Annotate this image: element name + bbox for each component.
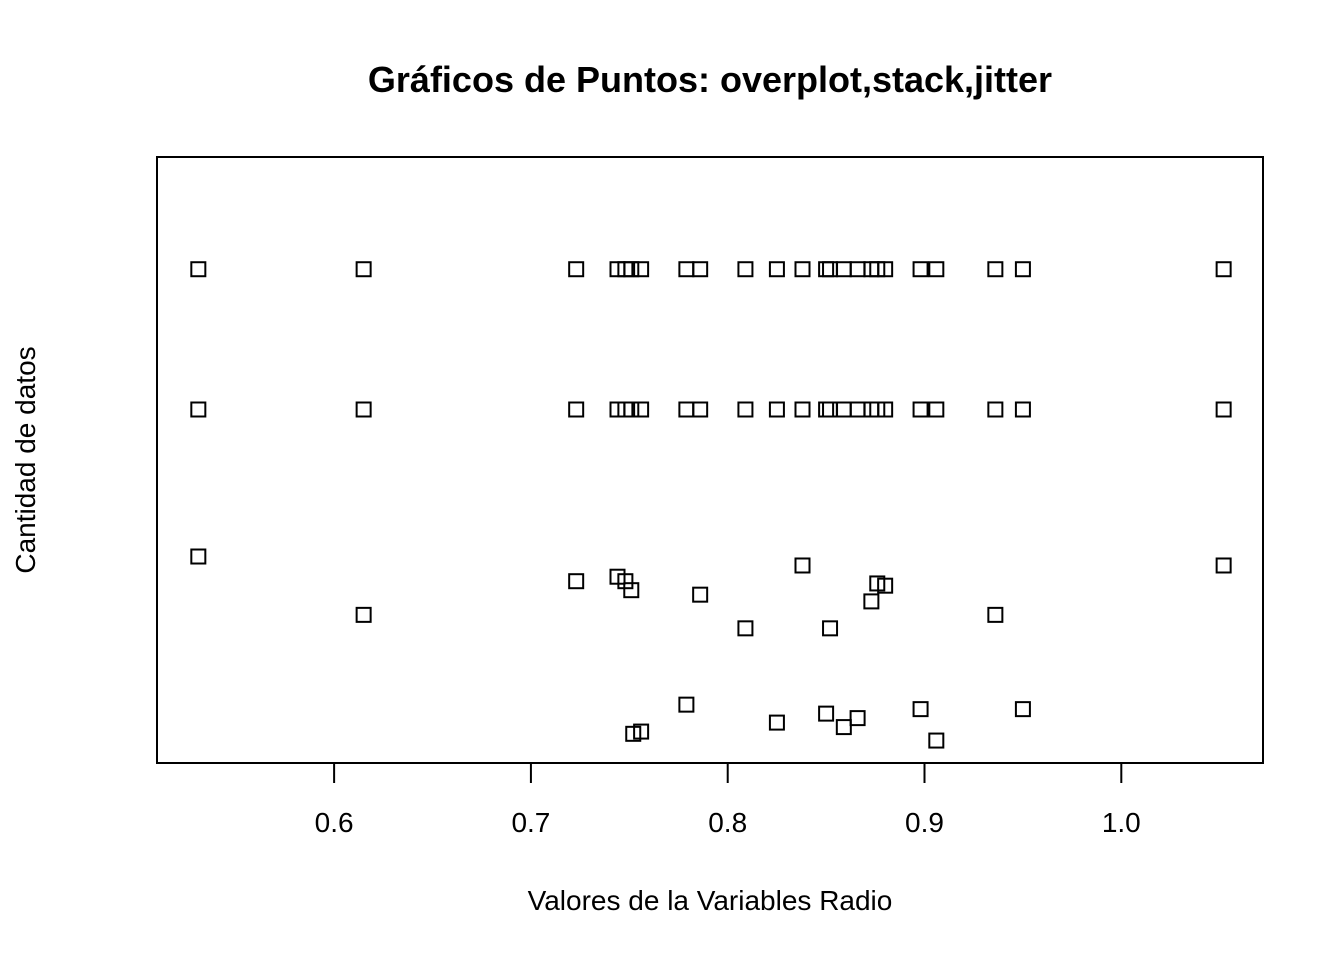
- data-point-stack: [768, 401, 785, 418]
- data-point-stack: [190, 401, 207, 418]
- data-point-overplot: [849, 261, 866, 278]
- data-point-stack: [818, 401, 835, 418]
- data-point-jitter: [678, 696, 695, 713]
- data-point-overplot: [568, 261, 585, 278]
- data-point-jitter: [633, 723, 650, 740]
- data-point-overplot: [877, 261, 894, 278]
- data-point-jitter: [912, 701, 929, 718]
- data-point-jitter: [877, 577, 894, 594]
- data-point-stack: [737, 401, 754, 418]
- data-point-overplot: [737, 261, 754, 278]
- data-point-jitter: [692, 586, 709, 603]
- data-point-stack: [849, 401, 866, 418]
- data-point-stack: [912, 401, 929, 418]
- data-point-stack: [1215, 401, 1232, 418]
- chart-title: Gráficos de Puntos: overplot,stack,jitte…: [368, 59, 1052, 100]
- data-point-stack: [877, 401, 894, 418]
- y-axis-label: Cantidad de datos: [10, 346, 41, 573]
- data-point-overplot: [835, 261, 852, 278]
- data-point-stack: [794, 401, 811, 418]
- data-point-overplot: [818, 261, 835, 278]
- x-tick-label: 0.6: [315, 807, 354, 838]
- data-point-jitter: [737, 620, 754, 637]
- data-point-jitter: [849, 710, 866, 727]
- data-point-stack: [987, 401, 1004, 418]
- data-point-jitter: [623, 582, 640, 599]
- data-point-jitter: [355, 606, 372, 623]
- data-point-jitter: [617, 573, 634, 590]
- x-axis: 0.6 0.7 0.8 0.9 1.0: [315, 762, 1141, 838]
- data-point-stack: [633, 401, 650, 418]
- data-point-overplot: [1014, 261, 1031, 278]
- data-point-stack: [1014, 401, 1031, 418]
- data-point-overplot: [355, 261, 372, 278]
- data-point-stack: [822, 401, 839, 418]
- data-point-stack: [692, 401, 709, 418]
- data-point-overplot: [863, 261, 880, 278]
- data-point-overplot: [633, 261, 650, 278]
- data-point-stack: [568, 401, 585, 418]
- data-point-jitter: [1014, 701, 1031, 718]
- data-point-jitter: [190, 548, 207, 565]
- data-point-jitter: [928, 732, 945, 749]
- data-point-overplot: [987, 261, 1004, 278]
- data-point-stack: [863, 401, 880, 418]
- data-point-overplot: [692, 261, 709, 278]
- data-point-jitter: [822, 620, 839, 637]
- data-point-jitter: [818, 705, 835, 722]
- data-point-overplot: [678, 261, 695, 278]
- data-point-overplot: [768, 261, 785, 278]
- x-axis-label: Valores de la Variables Radio: [528, 885, 893, 916]
- data-point-stack: [678, 401, 695, 418]
- x-tick-label: 0.7: [511, 807, 550, 838]
- data-point-overplot: [623, 261, 640, 278]
- plot-frame: [156, 156, 1264, 764]
- x-tick-label: 0.8: [708, 807, 747, 838]
- data-point-overplot: [794, 261, 811, 278]
- data-point-stack: [623, 401, 640, 418]
- data-point-jitter: [568, 573, 585, 590]
- data-point-overplot: [822, 261, 839, 278]
- data-point-jitter: [768, 714, 785, 731]
- x-tick-label: 1.0: [1102, 807, 1141, 838]
- data-point-jitter: [835, 719, 852, 736]
- data-markers: [190, 261, 1232, 749]
- data-point-stack: [835, 401, 852, 418]
- data-point-jitter: [794, 557, 811, 574]
- data-point-overplot: [190, 261, 207, 278]
- data-point-jitter: [1215, 557, 1232, 574]
- data-point-overplot: [912, 261, 929, 278]
- data-point-stack: [928, 401, 945, 418]
- data-point-jitter: [863, 593, 880, 610]
- data-point-stack: [355, 401, 372, 418]
- data-point-jitter: [987, 606, 1004, 623]
- data-point-overplot: [1215, 261, 1232, 278]
- data-point-overplot: [928, 261, 945, 278]
- x-tick-label: 0.9: [905, 807, 944, 838]
